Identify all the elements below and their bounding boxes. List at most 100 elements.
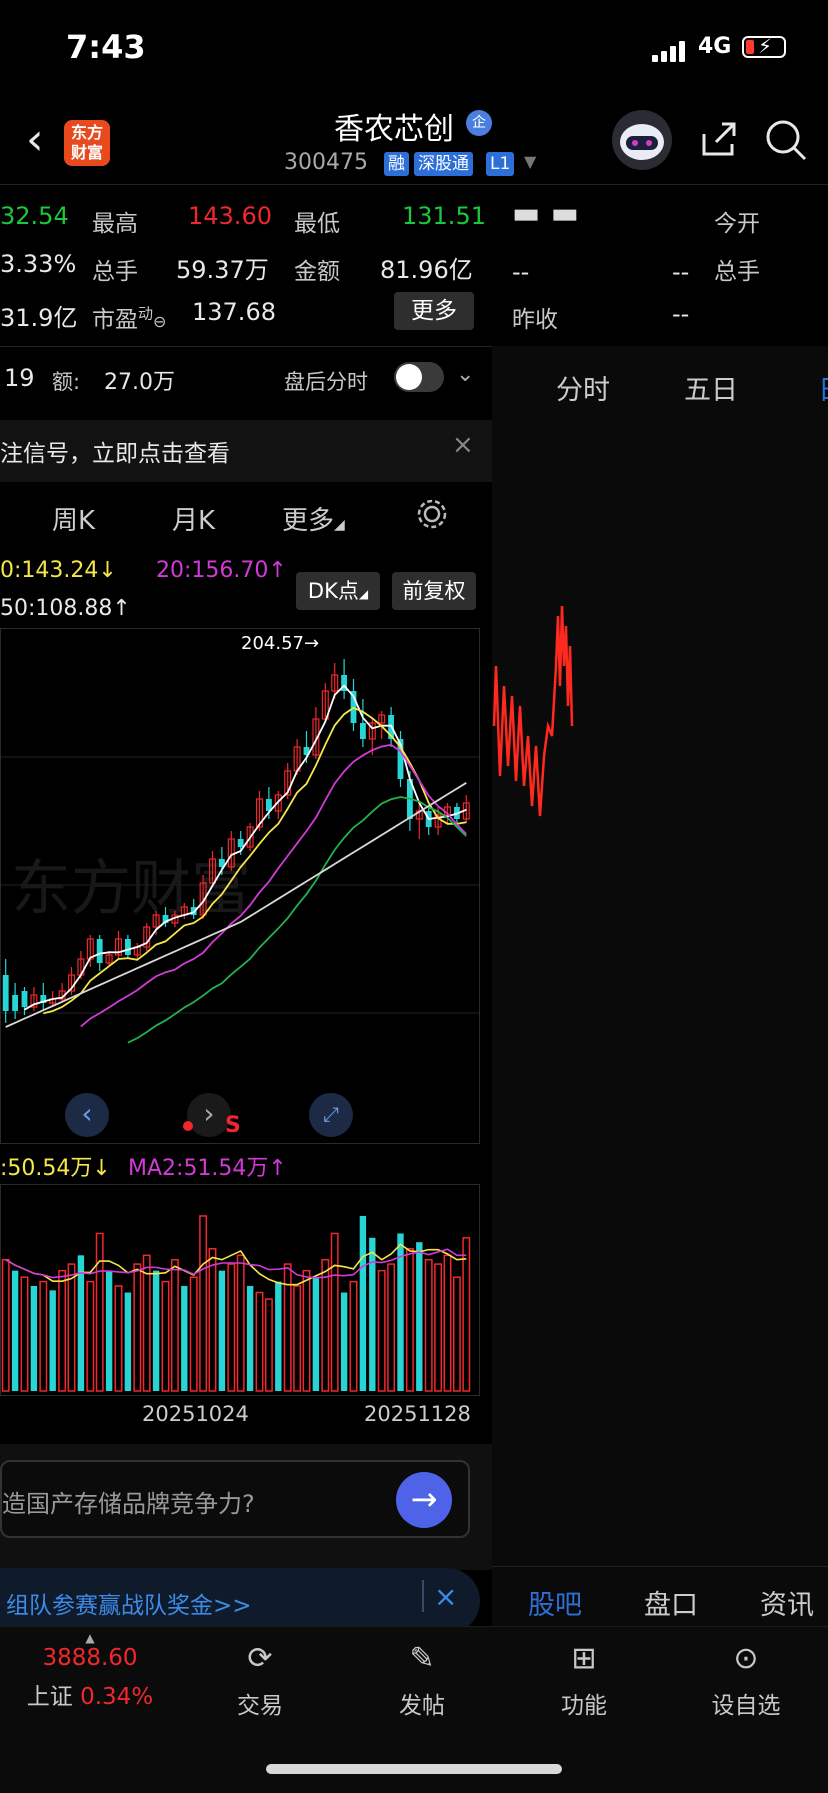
close-icon[interactable]: × xyxy=(452,430,474,460)
right-price-placeholder: ▬ ▬ xyxy=(512,196,580,231)
candle-body xyxy=(303,747,310,755)
volume-ma-line xyxy=(5,1248,467,1279)
right-volume-label: 总手 xyxy=(714,259,760,285)
arrow-right-icon[interactable]: → xyxy=(396,1472,452,1528)
volume-bar xyxy=(161,1280,170,1392)
red-dot-marker xyxy=(183,1121,193,1131)
nav-watchlist[interactable]: ⊙ 设自选 xyxy=(676,1641,816,1720)
status-bar: 7:43 4G ⚡ xyxy=(0,0,828,100)
enterprise-badge: 企 xyxy=(466,110,492,136)
grid-icon: ⊞ xyxy=(571,1641,597,1676)
candle-body xyxy=(331,674,339,692)
vol-ma1: :50.54万↓ xyxy=(0,1156,111,1181)
peak-label: 204.57→ xyxy=(241,633,320,654)
volume-bar xyxy=(236,1254,245,1392)
volume-bar xyxy=(416,1242,423,1391)
more-button[interactable]: 更多 xyxy=(394,292,474,330)
low-label: 最低 xyxy=(294,211,340,237)
volume-bar xyxy=(227,1263,236,1392)
volume-bar xyxy=(302,1269,311,1392)
candle-body xyxy=(124,939,131,955)
volume-bar xyxy=(321,1258,330,1392)
candle-body xyxy=(397,739,404,779)
close-icon[interactable]: × xyxy=(434,1580,458,1613)
kline-chart[interactable]: 东方财富 204.57→ ‹ › S ⤢ xyxy=(0,628,480,1144)
nav-post[interactable]: ✎ 发帖 xyxy=(352,1641,492,1720)
ask-input[interactable]: 造国产存储品牌竞争力? xyxy=(0,1460,470,1538)
intraday-panel: 分时 五日 日 xyxy=(492,346,828,1570)
search-icon[interactable] xyxy=(764,118,808,162)
team-banner[interactable]: 组队参赛赢战队奖金>> × xyxy=(0,1568,480,1634)
volume-bar xyxy=(30,1285,38,1391)
volume-bar xyxy=(49,1290,56,1391)
volume-bar xyxy=(330,1232,339,1392)
nav-trade[interactable]: ⟳ 交易 xyxy=(190,1641,330,1720)
candle-body xyxy=(208,858,217,884)
change-percent: 3.33% xyxy=(0,250,77,278)
volume-bar xyxy=(264,1298,273,1392)
volume-bar xyxy=(1,1258,10,1392)
adjust-button[interactable]: 前复权 xyxy=(392,572,476,610)
ma20-value: 20:156.70↑ xyxy=(156,558,287,583)
right-dash-1: -- xyxy=(512,258,530,286)
candle-body xyxy=(40,995,47,1003)
volume-bar xyxy=(95,1232,104,1392)
after-hours-toggle[interactable] xyxy=(394,362,444,392)
tab-news[interactable]: 资讯 xyxy=(760,1590,814,1621)
tab-monthly-k[interactable]: 月K xyxy=(172,506,216,536)
candle-body xyxy=(2,975,9,1011)
volume-bar xyxy=(255,1291,264,1392)
volume-bar xyxy=(452,1276,461,1392)
candle-body xyxy=(274,794,282,812)
candle-body xyxy=(105,954,113,964)
volume-chart[interactable] xyxy=(0,1184,480,1396)
candle-body xyxy=(434,814,442,828)
right-dash-2: -- xyxy=(672,258,690,286)
gear-icon[interactable] xyxy=(414,496,450,532)
volume-bar xyxy=(283,1263,292,1392)
candle-body xyxy=(152,914,160,928)
index-value: 3888.60 xyxy=(42,1645,138,1671)
chevron-down-icon[interactable]: ⌄ xyxy=(456,362,475,387)
chevron-left-icon[interactable]: ‹ xyxy=(65,1093,109,1137)
volume-bar xyxy=(199,1215,208,1392)
sell-marker: S xyxy=(225,1113,241,1138)
tab-forum[interactable]: 股吧 xyxy=(528,1590,582,1621)
tab-intraday[interactable]: 分时 xyxy=(556,375,610,406)
chevron-right-icon[interactable]: › xyxy=(187,1093,231,1137)
notice-text: 注信号，立即点击查看 xyxy=(0,441,230,467)
volume-bar xyxy=(349,1280,358,1392)
candle-body xyxy=(143,926,151,948)
tab-five-day[interactable]: 五日 xyxy=(684,375,738,406)
volume-bar xyxy=(246,1285,254,1391)
share-icon[interactable] xyxy=(698,120,738,160)
candle-body xyxy=(378,714,386,724)
dk-point-button[interactable]: DK点◢ xyxy=(296,572,380,610)
expand-icon[interactable]: ⤢ xyxy=(309,1093,353,1137)
nav-functions[interactable]: ⊞ 功能 xyxy=(514,1641,654,1720)
volume-value: 59.37万 xyxy=(176,256,269,284)
tab-weekly-k[interactable]: 周K xyxy=(52,506,96,536)
battery-icon: ⚡ xyxy=(742,34,786,58)
more-circle-icon: ⊙ xyxy=(733,1641,759,1676)
volume-bar xyxy=(58,1269,67,1392)
robot-avatar[interactable] xyxy=(612,110,672,170)
index-quote[interactable]: ▲ 3888.60 上证 0.34% xyxy=(20,1631,160,1711)
candle-body xyxy=(265,799,272,811)
candle-body xyxy=(255,798,264,828)
volume-label: 总手 xyxy=(92,259,138,285)
ma60-line xyxy=(5,782,467,1028)
right-bottom-tabs: 股吧 盘口 资讯 xyxy=(492,1566,828,1627)
tab-order-book[interactable]: 盘口 xyxy=(644,1590,698,1621)
candle-body xyxy=(218,859,225,867)
right-dash-3: -- xyxy=(672,300,690,328)
tab-daily[interactable]: 日 xyxy=(818,368,828,407)
ma60-value: 50:108.88↑ xyxy=(0,596,131,621)
stock-header: ‹ 东方财富 香农芯创 企 300475 融 深股通 L1 ▼ xyxy=(0,100,828,186)
back-icon[interactable]: ‹ xyxy=(26,114,44,165)
signal-notice[interactable]: 注信号，立即点击查看 × xyxy=(0,420,492,482)
volume-bar xyxy=(189,1276,198,1392)
app-logo: 东方财富 xyxy=(64,120,110,166)
tab-more[interactable]: 更多◢ xyxy=(282,506,345,536)
chevron-down-icon[interactable]: ▼ xyxy=(524,152,537,171)
